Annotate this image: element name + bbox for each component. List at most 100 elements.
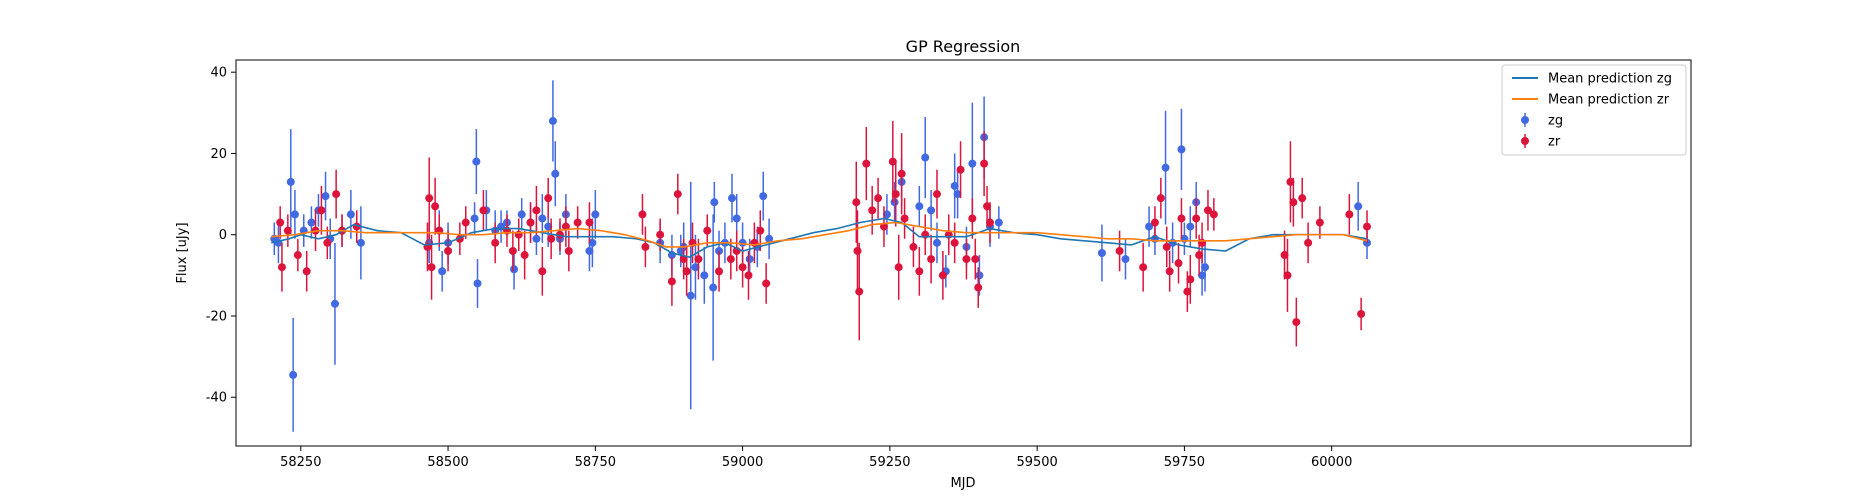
data-point-zr bbox=[950, 238, 959, 247]
data-point-zr bbox=[1298, 194, 1307, 203]
data-point-zr bbox=[276, 218, 285, 227]
data-point-zr bbox=[894, 263, 903, 272]
data-point-zg bbox=[548, 116, 557, 125]
data-point-zr bbox=[491, 238, 500, 247]
data-point-zr bbox=[962, 255, 971, 264]
legend-label: Mean prediction zg bbox=[1548, 72, 1672, 87]
data-point-zg bbox=[1121, 255, 1130, 264]
data-point-zg bbox=[709, 283, 718, 292]
data-point-zg bbox=[732, 214, 741, 223]
data-point-zg bbox=[710, 198, 719, 207]
data-point-zr bbox=[682, 267, 691, 276]
data-point-zr bbox=[425, 194, 434, 203]
x-tick-label: 58500 bbox=[427, 455, 468, 470]
data-point-zg bbox=[286, 177, 295, 186]
data-point-zr bbox=[1115, 246, 1124, 255]
data-point-zg bbox=[686, 291, 695, 300]
data-point-zr bbox=[971, 255, 980, 264]
data-point-zr bbox=[968, 214, 977, 223]
x-tick-label: 59250 bbox=[869, 455, 910, 470]
data-point-zr bbox=[520, 251, 529, 260]
data-point-zr bbox=[862, 159, 871, 168]
data-point-zr bbox=[538, 267, 547, 276]
data-point-zr bbox=[974, 283, 983, 292]
data-point-zr bbox=[1156, 194, 1165, 203]
data-point-zr bbox=[526, 218, 535, 227]
data-point-zr bbox=[508, 246, 517, 255]
data-point-zr bbox=[879, 222, 888, 231]
y-tick-label: -20 bbox=[206, 309, 227, 324]
chart-title: GP Regression bbox=[906, 37, 1021, 56]
data-point-zg bbox=[289, 370, 298, 379]
data-point-zr bbox=[1363, 222, 1372, 231]
data-point-zr bbox=[891, 190, 900, 199]
data-point-zg bbox=[290, 210, 299, 219]
data-point-zr bbox=[1315, 218, 1324, 227]
legend-swatch-marker bbox=[1521, 137, 1529, 145]
data-point-zr bbox=[715, 267, 724, 276]
data-point-zg bbox=[470, 214, 479, 223]
data-point-zr bbox=[932, 190, 941, 199]
data-point-zr bbox=[573, 218, 582, 227]
data-point-zg bbox=[1097, 249, 1106, 257]
data-point-zr bbox=[544, 194, 553, 203]
x-axis-label: MJD bbox=[950, 476, 975, 491]
data-point-zr bbox=[694, 255, 703, 264]
x-tick-label: 59500 bbox=[1016, 455, 1057, 470]
data-point-zr bbox=[897, 169, 906, 178]
data-point-zr bbox=[927, 255, 936, 264]
data-point-zg bbox=[473, 279, 482, 288]
data-point-zr bbox=[980, 159, 989, 168]
data-point-zr bbox=[888, 157, 897, 166]
data-point-zg bbox=[765, 234, 774, 243]
data-point-zg bbox=[585, 246, 594, 255]
x-tick-label: 59750 bbox=[1164, 455, 1205, 470]
x-tick-label: 58750 bbox=[575, 455, 616, 470]
data-point-zr bbox=[756, 226, 765, 235]
data-point-zg bbox=[921, 153, 930, 162]
data-point-zr bbox=[323, 238, 332, 247]
x-tick-label: 58250 bbox=[280, 455, 321, 470]
data-point-zr bbox=[332, 190, 341, 199]
legend-label: Mean prediction zr bbox=[1548, 93, 1670, 108]
data-point-zr bbox=[317, 206, 326, 215]
data-point-zg bbox=[356, 238, 365, 247]
data-point-zr bbox=[1203, 206, 1212, 215]
data-point-zg bbox=[438, 267, 447, 276]
data-point-zr bbox=[293, 251, 302, 260]
data-point-zr bbox=[302, 267, 311, 276]
data-point-zr bbox=[909, 242, 918, 251]
data-point-zr bbox=[638, 210, 647, 219]
y-tick-label: -40 bbox=[206, 391, 227, 406]
data-point-zg bbox=[510, 265, 519, 274]
data-point-zg bbox=[700, 271, 709, 280]
data-point-zg bbox=[882, 210, 891, 219]
data-point-zr bbox=[1162, 242, 1171, 251]
data-point-zg bbox=[994, 218, 1003, 227]
data-point-zr bbox=[1283, 271, 1292, 280]
data-point-zg bbox=[551, 169, 560, 178]
data-point-zg bbox=[517, 210, 526, 219]
y-tick-label: 20 bbox=[210, 147, 227, 162]
y-tick-label: 40 bbox=[210, 66, 227, 81]
legend-swatch-marker bbox=[1521, 116, 1529, 124]
data-point-zg bbox=[588, 238, 597, 247]
data-point-zg bbox=[591, 210, 600, 219]
data-point-zg bbox=[968, 159, 977, 168]
data-point-zr bbox=[679, 255, 688, 264]
data-point-zg bbox=[932, 238, 941, 247]
data-point-zg bbox=[346, 210, 355, 219]
data-point-zr bbox=[1345, 210, 1354, 219]
data-point-zg bbox=[1161, 163, 1170, 172]
data-point-zr bbox=[703, 226, 712, 235]
data-point-zr bbox=[641, 242, 650, 251]
legend-label: zr bbox=[1548, 135, 1561, 150]
data-point-zr bbox=[853, 246, 862, 255]
series-zg bbox=[270, 80, 1372, 432]
data-point-zr bbox=[564, 246, 573, 255]
data-point-zg bbox=[745, 255, 754, 264]
data-point-zr bbox=[983, 202, 992, 211]
data-point-zg bbox=[759, 192, 768, 201]
data-point-zr bbox=[461, 218, 470, 227]
